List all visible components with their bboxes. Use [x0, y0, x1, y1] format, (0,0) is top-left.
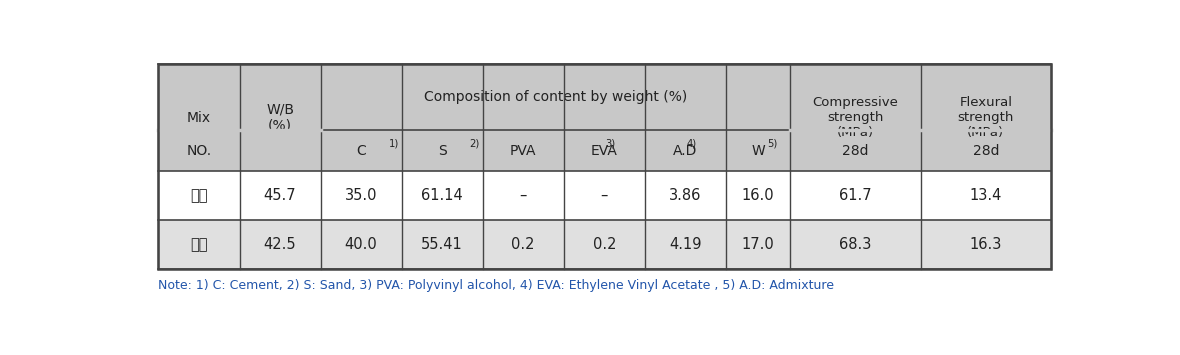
- Bar: [158, 220, 1051, 269]
- Bar: [158, 130, 1051, 171]
- Bar: [158, 65, 1051, 130]
- Text: 68.3: 68.3: [839, 237, 872, 252]
- Text: 0.2: 0.2: [592, 237, 616, 252]
- Text: W/B
(%): W/B (%): [266, 103, 294, 133]
- Text: Note: 1) C: Cement, 2) S: Sand, 3) PVA: Polyvinyl alcohol, 4) EVA: Ethylene Viny: Note: 1) C: Cement, 2) S: Sand, 3) PVA: …: [158, 279, 834, 292]
- Text: 3.86: 3.86: [669, 188, 701, 203]
- Text: 0.2: 0.2: [511, 237, 535, 252]
- Text: 40.0: 40.0: [345, 237, 378, 252]
- Text: C: C: [356, 143, 366, 158]
- Text: 61.7: 61.7: [839, 188, 872, 203]
- Text: S: S: [438, 143, 446, 158]
- Text: A.D: A.D: [673, 143, 697, 158]
- Bar: [158, 65, 1051, 269]
- Text: 4.19: 4.19: [669, 237, 702, 252]
- Text: W: W: [752, 143, 765, 158]
- Text: –: –: [519, 188, 527, 203]
- Text: 42.5: 42.5: [264, 237, 296, 252]
- Text: 3): 3): [605, 138, 616, 148]
- Text: 4): 4): [687, 138, 696, 148]
- Text: NO.: NO.: [186, 143, 211, 158]
- Text: 55.41: 55.41: [421, 237, 463, 252]
- Text: 1): 1): [388, 138, 399, 148]
- Text: EVA: EVA: [591, 143, 617, 158]
- Text: Compressive
strength
(MPa): Compressive strength (MPa): [812, 96, 898, 139]
- Text: Composition of content by weight (%): Composition of content by weight (%): [424, 90, 687, 104]
- Text: Mix: Mix: [186, 111, 211, 125]
- Text: 개발: 개발: [190, 237, 208, 252]
- Text: 기존: 기존: [190, 188, 208, 203]
- Bar: [158, 171, 1051, 220]
- Text: –: –: [601, 188, 608, 203]
- Text: 5): 5): [768, 138, 778, 148]
- Text: 2): 2): [470, 138, 480, 148]
- Text: 28d: 28d: [972, 143, 999, 158]
- Text: PVA: PVA: [510, 143, 537, 158]
- Text: Flexural
strength
(MPa): Flexural strength (MPa): [958, 96, 1014, 139]
- Text: 35.0: 35.0: [345, 188, 378, 203]
- Text: 61.14: 61.14: [421, 188, 463, 203]
- Text: 16.0: 16.0: [742, 188, 774, 203]
- Text: 45.7: 45.7: [264, 188, 296, 203]
- Text: 13.4: 13.4: [970, 188, 1002, 203]
- Text: 17.0: 17.0: [741, 237, 774, 252]
- Text: 28d: 28d: [843, 143, 868, 158]
- Text: 16.3: 16.3: [970, 237, 1002, 252]
